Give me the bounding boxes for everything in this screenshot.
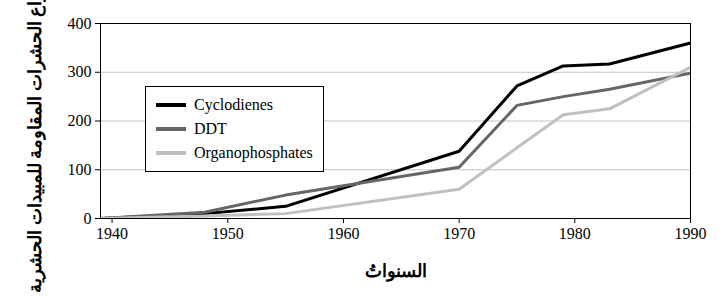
html-text:Cyclodienes: Cyclodienes (194, 96, 274, 113)
svg-text:1940: 1940 (96, 225, 128, 242)
svg-text:400: 400 (68, 15, 92, 32)
svg-text:عدد أنواع الحشرات المقاومة للم: عدد أنواع الحشرات المقاومة للمبيدات الحش… (23, 0, 46, 293)
html-text:DDT: DDT (194, 120, 227, 137)
svg-text:100: 100 (68, 161, 92, 178)
svg-text:1950: 1950 (212, 225, 244, 242)
svg-text:200: 200 (68, 112, 92, 129)
svg-text:السنواتُ: السنواتُ (365, 261, 427, 282)
svg-text:0: 0 (84, 210, 92, 227)
svg-text:1990: 1990 (675, 225, 707, 242)
svg-text:1980: 1980 (559, 225, 591, 242)
svg-text:1970: 1970 (443, 225, 475, 242)
svg-text:1960: 1960 (327, 225, 359, 242)
html-text:Organophosphates: Organophosphates (194, 144, 313, 161)
svg-text:300: 300 (68, 63, 92, 80)
